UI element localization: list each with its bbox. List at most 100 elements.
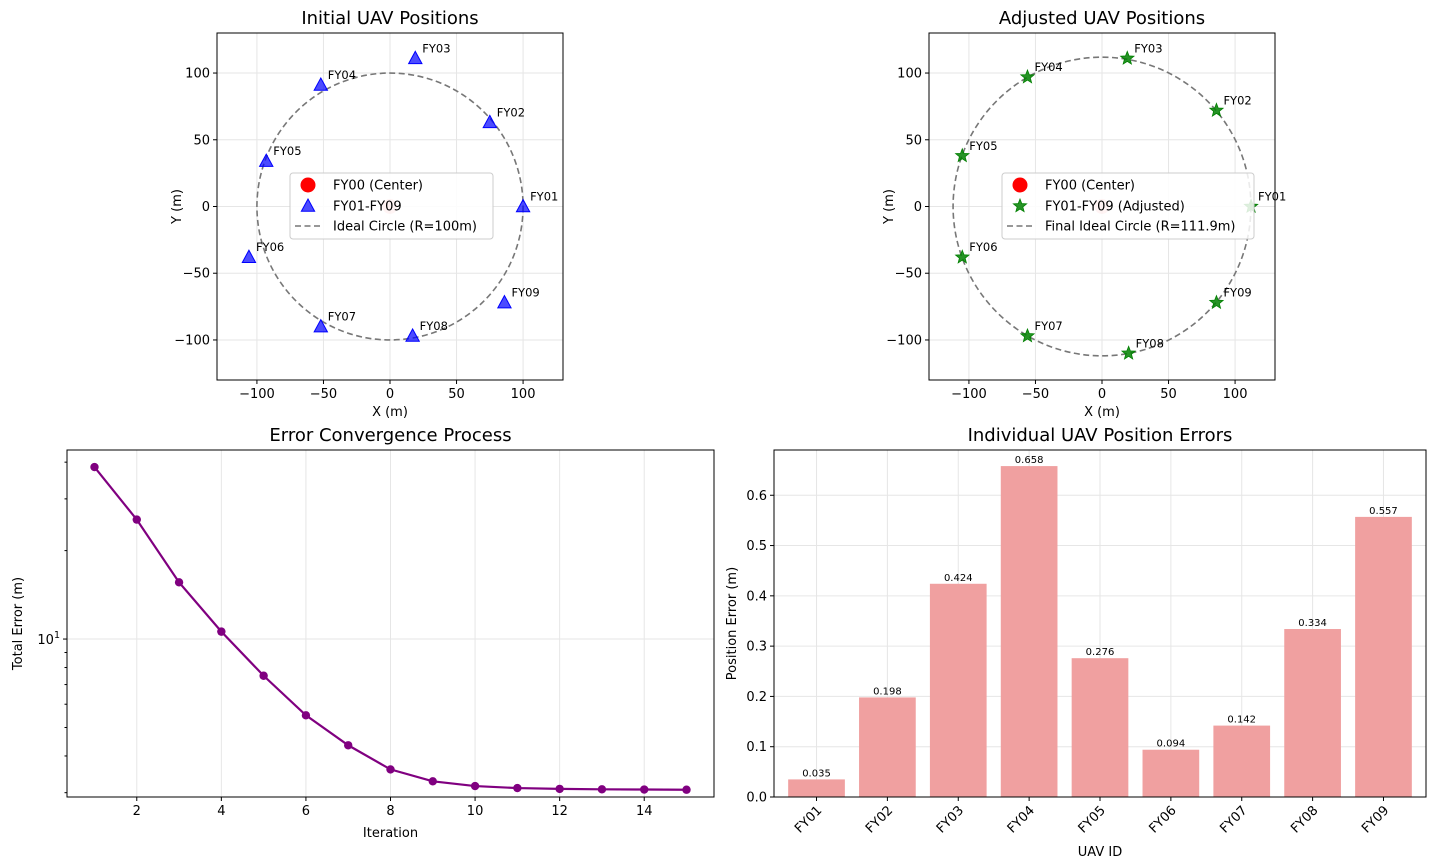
y-tick-label: 0.3: [746, 640, 767, 655]
error-point: [555, 784, 564, 794]
y-tick-label: −100: [886, 333, 922, 348]
error-point: [344, 741, 353, 750]
uav-label: FY01: [530, 190, 558, 204]
bar-value-label: 0.094: [1157, 739, 1186, 750]
uav-marker: [405, 327, 421, 342]
y-tick-label: −50: [183, 267, 210, 282]
y-tick-label: 0: [914, 200, 922, 215]
uav-marker: [482, 114, 498, 129]
legend: FY00 (Center) FY01-FY09 (Adjusted) Final I…: [1001, 172, 1255, 240]
x-tick-label: −100: [239, 387, 275, 402]
x-tick-label: 0: [386, 387, 394, 402]
chart-title: Error Convergence Process: [269, 425, 511, 446]
uav-marker: [1119, 50, 1135, 65]
uav-label: FY04: [1034, 60, 1062, 74]
uav-label: FY06: [969, 240, 997, 254]
bar-fy01: [788, 779, 845, 797]
error-point: [428, 777, 437, 786]
legend-circle-label: Ideal Circle (R=100m): [333, 220, 477, 235]
y-tick-label: 0.2: [746, 690, 767, 705]
y-axis-label: Y (m): [170, 189, 185, 225]
uav-marker: [241, 249, 257, 263]
y-tick-label: 0.6: [746, 489, 767, 504]
uav-marker: [313, 77, 329, 91]
x-tick-label: 100: [511, 387, 536, 402]
y-axis-label: Position Error (m): [725, 567, 740, 680]
bar-value-label: 0.142: [1227, 715, 1256, 726]
y-tick-label: 0.4: [746, 589, 767, 604]
legend: FY00 (Center) FY01-FY09 Ideal Circle (R=10…: [289, 172, 494, 240]
y-tick-label: −50: [895, 267, 922, 282]
uav-marker: [954, 249, 970, 264]
bar-fy04: [1000, 466, 1058, 797]
x-axis-label: Iteration: [363, 826, 418, 841]
uav-label: FY07: [328, 310, 356, 324]
bar-value-label: 0.035: [802, 768, 831, 779]
x-tick-label: 50: [448, 387, 465, 402]
bar-fy03: [929, 583, 987, 797]
legend-series-label: FY01-FY09 (Adjusted): [1045, 200, 1185, 215]
legend-series-label: FY01-FY09: [333, 200, 402, 215]
x-tick-label: 50: [1160, 387, 1177, 402]
error-point: [90, 462, 99, 472]
y-tick-label: 100: [185, 67, 210, 82]
adjusted-positions-chart: FY01 FY02 FY03 FY04 FY05 FY06 FY07 FY08 FY09 −100…: [882, 8, 1286, 420]
bar-value-label: 0.557: [1369, 506, 1398, 517]
x-axis-label: UAV ID: [1078, 845, 1122, 860]
bar-value-label: 0.424: [944, 573, 973, 584]
error-point: [132, 515, 141, 524]
bar-value-label: 0.276: [1086, 647, 1115, 658]
x-tick-label: 0: [1098, 387, 1106, 402]
chart-title: Adjusted UAV Positions: [999, 8, 1205, 29]
x-axis-label: X (m): [372, 405, 408, 420]
x-tick-label: 4: [217, 804, 225, 819]
uav-label: FY03: [1134, 41, 1162, 55]
legend-center-marker: [1012, 177, 1028, 193]
y-tick-label: 101: [37, 630, 60, 648]
bar-fy09: [1355, 516, 1412, 797]
error-point: [513, 783, 522, 793]
error-point: [640, 785, 649, 794]
x-tick-label: −50: [310, 387, 337, 402]
bar-fy02: [859, 697, 916, 797]
bar-fy08: [1284, 629, 1341, 797]
error-convergence-chart: 2 4 6 8 10 12 14 101 Error Convergence Process It…: [11, 425, 715, 841]
bar-value-label: 0.198: [873, 686, 902, 697]
bar-fy05: [1071, 658, 1129, 797]
x-tick-label: −50: [1022, 387, 1049, 402]
uav-label: FY09: [511, 286, 539, 300]
uav-label: FY01: [1258, 190, 1286, 204]
uav-marker: [258, 153, 274, 167]
legend-center-marker: [300, 177, 316, 193]
chart-title: Individual UAV Position Errors: [968, 425, 1233, 446]
legend-box: [289, 172, 494, 240]
uav-marker: [313, 318, 329, 333]
uav-label: FY04: [328, 68, 356, 82]
error-point: [301, 711, 311, 720]
y-tick-label: 50: [193, 133, 210, 148]
bar-value-label: 0.334: [1298, 618, 1327, 629]
y-tick-label: 0.5: [746, 539, 767, 554]
chart-title: Initial UAV Positions: [301, 8, 478, 29]
bar-fy07: [1213, 725, 1271, 797]
y-axis-label: Total Error (m): [11, 577, 26, 671]
error-point: [174, 578, 184, 587]
x-tick-label: 12: [551, 804, 568, 819]
error-point: [259, 671, 268, 680]
error-point: [682, 785, 691, 794]
y-axis-label: Y (m): [882, 189, 897, 225]
y-tick-label: 100: [897, 67, 922, 82]
legend-center-label: FY00 (Center): [1045, 179, 1135, 194]
uav-marker: [1019, 68, 1036, 84]
y-tick-label: 50: [905, 133, 922, 148]
uav-marker: [515, 198, 531, 213]
uav-label: FY02: [1223, 93, 1251, 107]
x-tick-label: 100: [1223, 387, 1248, 402]
error-point: [217, 627, 226, 636]
uav-marker: [1019, 327, 1036, 343]
uav-label: FY05: [969, 139, 997, 153]
uav-marker: [407, 50, 423, 65]
uav-label: FY09: [1223, 286, 1251, 300]
error-point: [470, 781, 480, 791]
